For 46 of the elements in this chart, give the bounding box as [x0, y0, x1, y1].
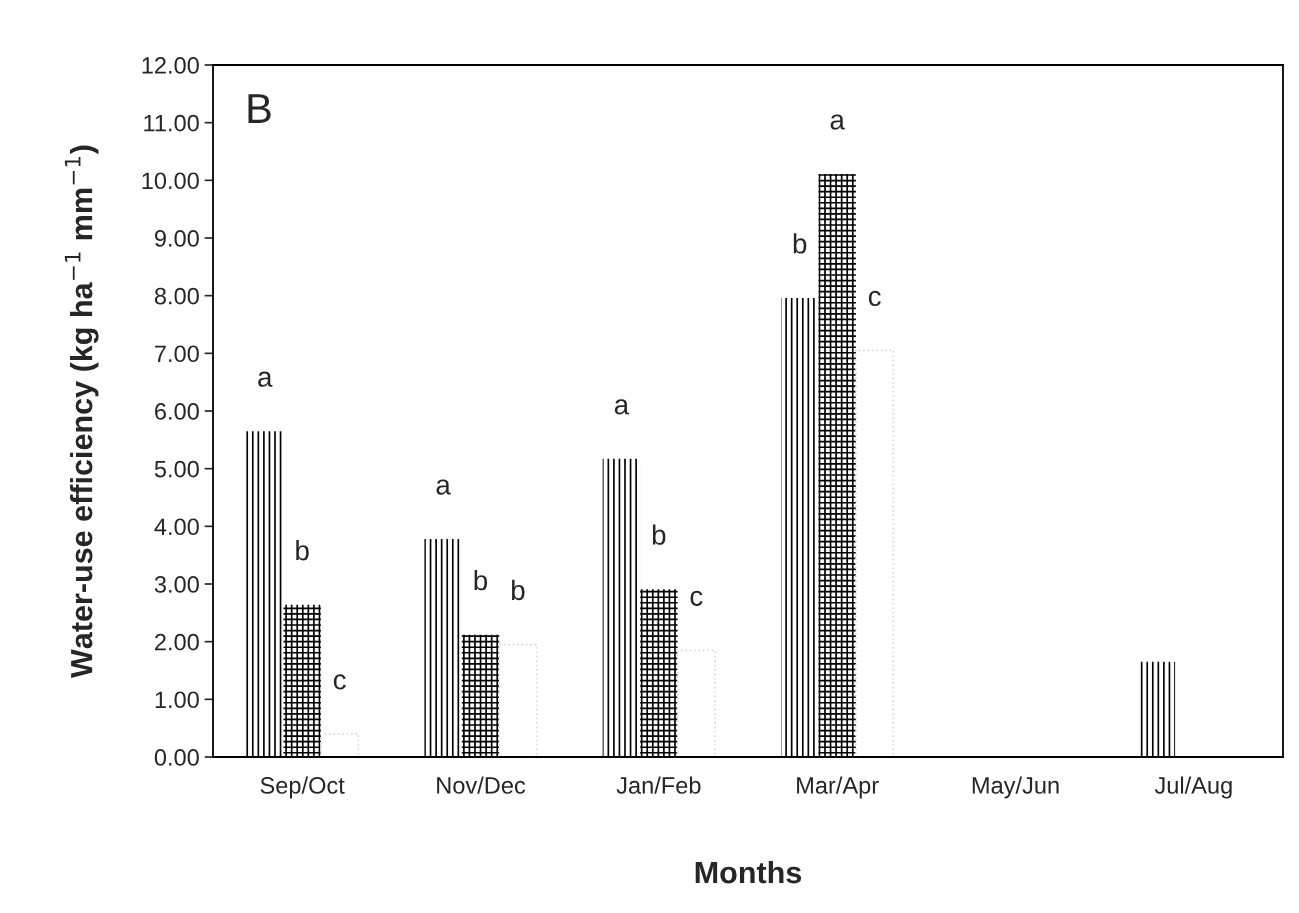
- bar: [676, 649, 716, 757]
- bar: [498, 643, 538, 757]
- bar: [245, 431, 284, 757]
- data-label: a: [830, 114, 845, 130]
- data-label: b: [512, 579, 525, 601]
- y-tick-label: 6.00: [155, 403, 199, 420]
- y-tick-label: 3.00: [154, 576, 199, 593]
- y-tick-label: 11.00: [144, 114, 199, 132]
- x-tick-label: Sep/Oct: [260, 776, 345, 799]
- bar: [780, 297, 819, 757]
- x-axis-title: Months: [695, 860, 802, 884]
- y-tick-label: 8.00: [154, 287, 199, 305]
- data-label: a: [258, 371, 273, 387]
- annotation: B: [248, 94, 271, 123]
- data-label: a: [436, 479, 451, 495]
- x-tick-label: Nov/Dec: [437, 776, 526, 794]
- x-tick-label: May/Jun: [972, 776, 1059, 799]
- y-tick-label: 1.00: [155, 691, 199, 709]
- y-tick-label: 9.00: [154, 230, 199, 247]
- bar: [855, 349, 895, 757]
- y-tick-label: 5.00: [154, 460, 199, 478]
- y-axis-title: Water-use efficiency (kg ha$^{−1}$ mm$^{−1}$): [64, 145, 99, 679]
- data-label: b: [474, 569, 488, 591]
- data-label: a: [614, 399, 630, 415]
- y-tick-label: 2.00: [155, 633, 199, 651]
- bar: [461, 634, 500, 757]
- bar: [320, 733, 360, 757]
- bar: [424, 539, 462, 757]
- y-tick-label: 10.00: [142, 172, 199, 190]
- bar: [1137, 661, 1176, 757]
- data-label: b: [793, 233, 807, 254]
- x-tick-label: Jul/Aug: [1154, 776, 1232, 799]
- y-tick-label: 0.00: [154, 749, 199, 766]
- data-label: c: [868, 290, 881, 307]
- x-tick-label: Jan/Feb: [616, 776, 701, 794]
- data-label: c: [690, 590, 703, 606]
- y-tick-label: 7.00: [155, 345, 199, 363]
- y-tick-label: 4.00: [154, 518, 199, 536]
- data-label: c: [333, 674, 346, 690]
- bar: [640, 589, 678, 757]
- bar: [283, 604, 321, 757]
- y-tick-label: 12.00: [142, 57, 199, 74]
- bar: [818, 173, 856, 757]
- data-label: b: [296, 539, 309, 561]
- x-tick-label: Mar/Apr: [797, 776, 879, 799]
- data-label: b: [652, 524, 666, 545]
